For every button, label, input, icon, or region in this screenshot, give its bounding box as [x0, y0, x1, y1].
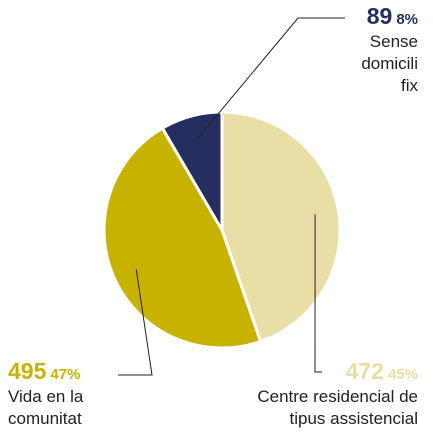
percent-label: 8%: [396, 11, 418, 28]
label: 89 8% Sense domicili fix: [328, 5, 418, 97]
leader-line: [118, 269, 153, 376]
percent-label: 45%: [387, 366, 418, 383]
label-head: 89 8%: [328, 5, 418, 31]
label: 495 47% Vida en la comunitat: [8, 360, 108, 430]
value-label: 472: [345, 358, 384, 384]
label: 472 45% Centre residencial de tipus assis…: [218, 360, 418, 430]
value-label: 495: [8, 358, 47, 384]
leader-line: [196, 17, 345, 140]
label-head: 472 45%: [218, 360, 418, 386]
leader-line: [314, 214, 322, 373]
value-label: 89: [366, 3, 393, 29]
category-label: Sense domicili fix: [361, 32, 418, 95]
label-head: 495 47%: [8, 360, 108, 386]
category-label: Centre residencial de tipus assistencial: [257, 387, 418, 428]
pie-slice: [160, 110, 224, 236]
pie-slice: [220, 110, 342, 344]
percent-label: 47%: [50, 366, 81, 383]
category-label: Vida en la comunitat: [8, 387, 84, 428]
pie-slice: [102, 126, 263, 350]
